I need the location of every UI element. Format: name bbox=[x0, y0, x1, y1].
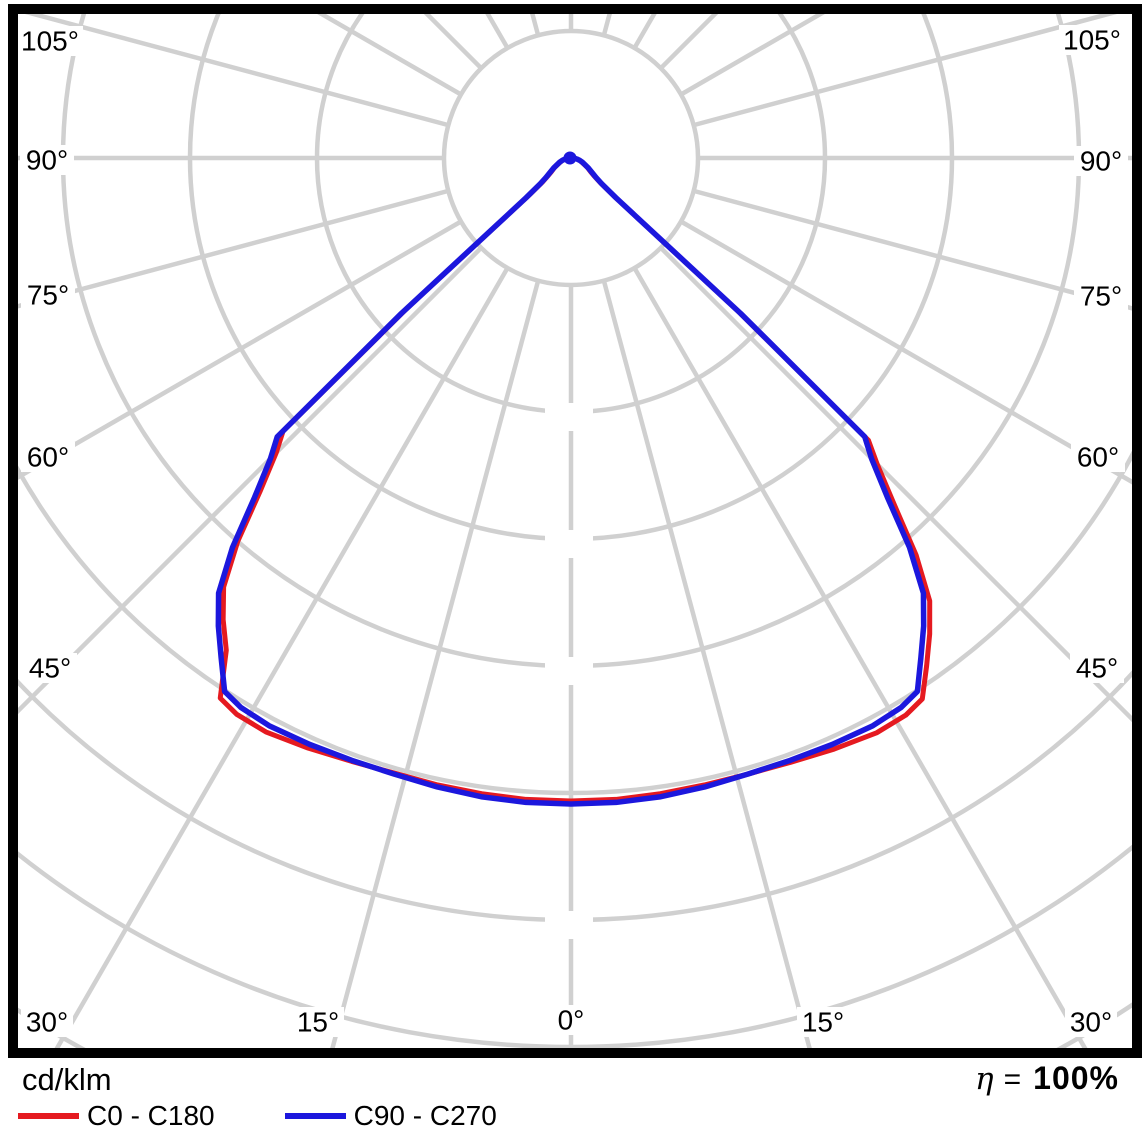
angle-label: 90° bbox=[1080, 146, 1122, 177]
angle-label: 45° bbox=[29, 653, 71, 684]
grid-spoke bbox=[659, 246, 1132, 723]
angle-label-bg bbox=[1059, 25, 1125, 55]
grid-spoke bbox=[679, 219, 1132, 485]
angle-label: 75° bbox=[27, 280, 69, 311]
angle-label-bg bbox=[1074, 281, 1128, 311]
center-dot bbox=[563, 151, 577, 165]
angle-label: 90° bbox=[26, 145, 68, 176]
angle-label-bg bbox=[797, 1007, 849, 1037]
grid-spoke bbox=[54, 266, 510, 1048]
eta-value: 100% bbox=[1033, 1060, 1119, 1096]
eta-equals: = bbox=[1003, 1063, 1022, 1096]
radial-value-box bbox=[545, 530, 593, 558]
angle-label-bg bbox=[21, 1007, 73, 1037]
legend: C0 - C180 C90 - C270 bbox=[18, 1100, 497, 1132]
unit-label: cd/klm bbox=[22, 1062, 112, 1097]
plot-border bbox=[8, 4, 1142, 1058]
angle-label: 105° bbox=[21, 26, 79, 57]
angle-label: 15° bbox=[297, 1007, 339, 1038]
angle-label: 75° bbox=[1080, 281, 1122, 312]
grid-spoke bbox=[693, 14, 1118, 128]
legend-label-c0-c180: C0 - C180 bbox=[87, 1100, 215, 1131]
radial-value-box bbox=[545, 911, 593, 939]
angle-label-bg bbox=[21, 280, 75, 310]
radial-value-box bbox=[545, 403, 593, 431]
angle-label: 105° bbox=[1063, 25, 1121, 56]
curve-c90-c270 bbox=[215, 155, 927, 807]
angle-label: 15° bbox=[802, 1007, 844, 1038]
legend-item-c0-c180: C0 - C180 bbox=[18, 1100, 215, 1132]
angle-label-bg bbox=[23, 653, 77, 683]
legend-item-c90-c270: C90 - C270 bbox=[284, 1100, 497, 1132]
grid-spoke bbox=[330, 280, 541, 1048]
grid-spoke bbox=[601, 280, 812, 1048]
angle-label: 60° bbox=[27, 442, 69, 473]
angle-label-bg bbox=[1070, 653, 1124, 683]
legend-label-c90-c270: C90 - C270 bbox=[353, 1100, 497, 1131]
grid-spoke bbox=[18, 246, 483, 715]
angle-label: 45° bbox=[1076, 653, 1118, 684]
grid-spoke bbox=[18, 219, 463, 480]
grid-spoke bbox=[24, 14, 449, 128]
angle-label-bg bbox=[1074, 146, 1128, 176]
legend-swatch-blue-line bbox=[284, 1113, 346, 1119]
angle-label-bg bbox=[292, 1007, 344, 1037]
angle-label-bg bbox=[20, 145, 74, 175]
curve-c0-c180 bbox=[217, 155, 933, 804]
eta-symbol: η bbox=[975, 1061, 994, 1097]
angle-label: 30° bbox=[1070, 1007, 1112, 1038]
legend-swatch-red-line bbox=[18, 1113, 79, 1119]
angle-label: 60° bbox=[1077, 442, 1119, 473]
radial-value-box bbox=[545, 657, 593, 685]
angle-label: 30° bbox=[26, 1007, 68, 1038]
angle-label-bg bbox=[551, 1005, 591, 1035]
angle-label-bg bbox=[21, 442, 75, 472]
grid-spoke bbox=[18, 188, 449, 309]
grid-spoke bbox=[632, 266, 1088, 1048]
grid-spoke bbox=[693, 188, 1132, 311]
angle-label-bg bbox=[17, 26, 83, 56]
efficiency-label: η = 100% bbox=[975, 1060, 1119, 1097]
angle-label: 0° bbox=[558, 1005, 585, 1036]
angle-label-bg bbox=[1071, 442, 1125, 472]
angle-label-bg bbox=[1065, 1007, 1117, 1037]
